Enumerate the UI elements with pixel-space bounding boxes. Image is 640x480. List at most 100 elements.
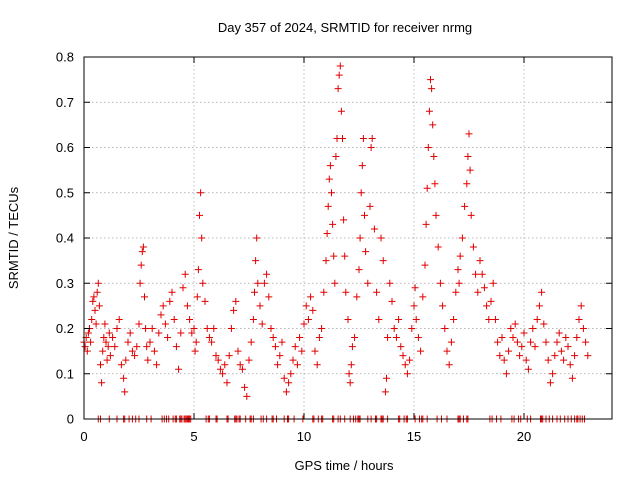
data-point [395,315,403,323]
data-point [196,211,203,219]
data-point [318,325,326,332]
data-point [334,85,342,93]
data-point [183,302,191,310]
data-point [329,220,337,228]
data-point [348,343,356,351]
data-point [98,379,106,387]
data-point [192,338,200,346]
data-point [458,234,466,242]
data-point [172,343,180,351]
data-point [428,85,436,93]
data-point [340,216,348,224]
data-point [417,347,425,355]
data-point [135,320,143,328]
data-point [424,144,432,151]
data-point [356,234,364,242]
data-point [99,347,107,355]
data-point [164,334,172,342]
data-point [341,252,349,260]
data-point [148,325,156,332]
data-point [527,338,535,346]
data-point [443,347,451,355]
data-point [251,288,258,296]
data-point [401,361,409,369]
data-point [454,266,462,274]
data-point [208,338,216,346]
data-point [265,293,273,301]
data-point [339,134,346,142]
x-axis-label: GPS time / hours [295,458,394,473]
data-point [355,266,363,274]
data-point [232,297,240,305]
data-point [93,288,101,296]
data-point [511,320,519,328]
data-point [267,325,275,332]
data-point [337,107,345,115]
data-point [513,338,521,346]
data-point [128,347,136,355]
data-point [524,365,532,373]
data-point [254,279,262,287]
y-tick-label: 0.7 [56,95,74,110]
x-tick-label: 15 [407,429,421,444]
data-point [205,334,213,342]
data-point [133,343,141,351]
data-point [544,356,552,364]
data-point [431,180,439,188]
data-point [555,329,563,337]
data-point [381,388,389,396]
data-point [489,279,497,287]
data-point [455,279,463,287]
data-point [487,297,495,305]
data-point [498,334,506,342]
data-point [136,279,144,287]
data-point [560,356,568,364]
data-point [175,365,183,373]
data-point [144,356,152,364]
data-point [298,347,306,355]
data-point [564,343,572,351]
data-point [91,306,99,314]
data-point [101,320,109,328]
data-point [309,306,317,314]
data-point [166,297,174,305]
data-point [335,71,343,79]
y-tick-label: 0.8 [56,50,74,65]
data-point [139,243,147,251]
data-point [540,320,548,328]
data-point [347,361,355,369]
data-point [322,257,330,265]
y-tick-label: 0.3 [56,276,74,291]
data-point [476,257,484,265]
data-point [90,293,98,301]
data-point [410,302,418,310]
data-point [326,162,334,170]
data-point [379,257,387,265]
data-point [412,315,420,323]
data-point [92,320,100,328]
data-point [465,130,473,138]
data-point [225,352,233,360]
data-point [383,374,390,382]
data-point [153,361,161,369]
data-point [227,325,235,332]
data-point [461,202,469,210]
data-point [509,334,517,342]
data-point [287,370,295,378]
data-point [181,270,189,278]
data-point [159,302,167,310]
data-point [194,266,202,274]
data-point [302,302,310,310]
y-axis-label: SRMTID / TECUs [6,186,21,289]
data-point [353,293,361,301]
data-point [201,297,209,305]
data-point [105,329,113,337]
data-point [358,162,366,170]
data-point [467,211,475,219]
data-point [425,107,433,115]
data-point [325,175,333,183]
data-point [384,334,392,342]
x-tick-label: 0 [80,429,87,444]
data-point [403,370,411,378]
